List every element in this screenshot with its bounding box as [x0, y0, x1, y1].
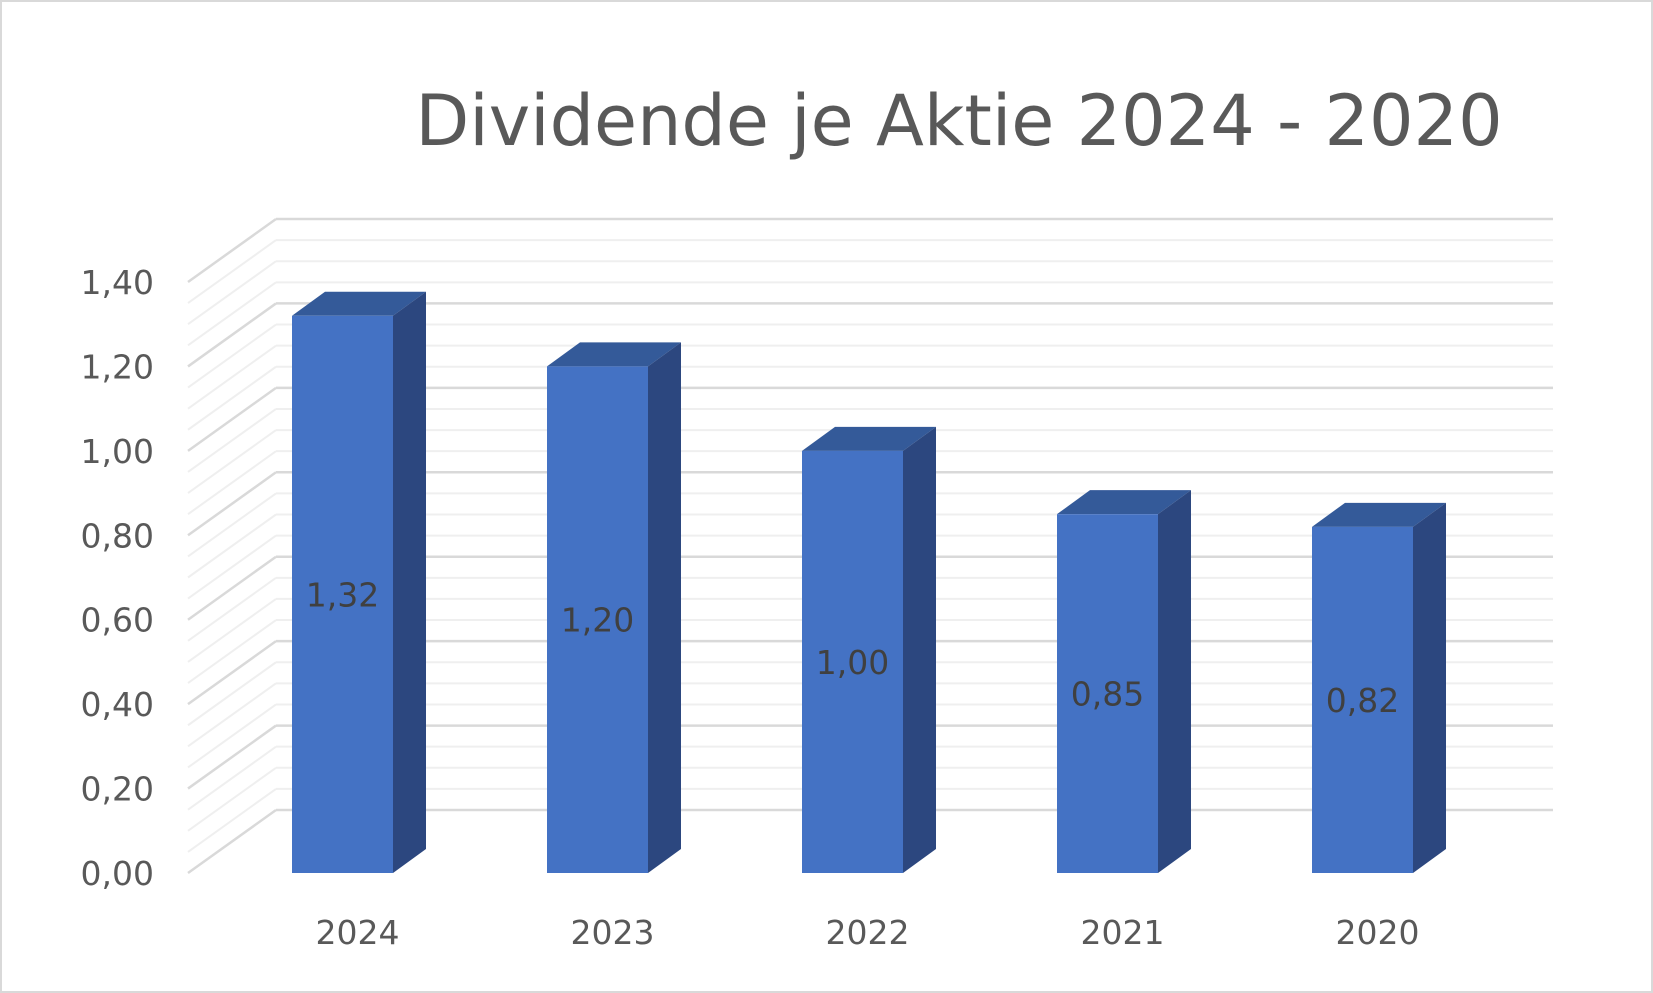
data-label: 0,82 [1326, 681, 1399, 720]
major-gridline-side [187, 808, 277, 875]
y-tick-label: 1,40 [81, 263, 154, 302]
minor-gridline-side [187, 281, 277, 347]
bar-front-face [802, 450, 903, 873]
bar-front-face [292, 315, 393, 873]
minor-gridline-side [187, 513, 277, 579]
major-gridline-side [187, 724, 277, 790]
bars-group [292, 291, 1446, 873]
bar-side-face [903, 426, 936, 873]
y-tick-label: 1,20 [81, 347, 154, 386]
x-tick-label: 2020 [1336, 913, 1420, 952]
bar-2024 [292, 291, 426, 873]
minor-gridline-side [187, 492, 277, 558]
minor-gridline-side [187, 450, 277, 515]
minor-gridline-side [187, 323, 277, 389]
data-label: 0,85 [1071, 675, 1144, 714]
bar-2023 [547, 342, 681, 873]
bar-top-face [1312, 502, 1446, 527]
minor-gridline-side [187, 788, 277, 853]
bar-side-face [1413, 502, 1446, 873]
data-label: 1,32 [306, 575, 379, 614]
data-label: 1,20 [561, 601, 634, 640]
bar-front-face [547, 366, 648, 873]
bar-side-face [648, 342, 681, 873]
bar-side-face [1158, 490, 1191, 873]
bar-side-face [393, 291, 426, 873]
x-tick-label: 2024 [316, 913, 400, 952]
minor-gridline-side [187, 239, 277, 304]
bar-2022 [802, 426, 936, 873]
chart-title: Dividende je Aktie 2024 - 2020 [415, 80, 1502, 162]
y-tick-label: 0,60 [81, 601, 154, 640]
x-tick-label: 2022 [826, 913, 910, 952]
major-gridline-side [187, 386, 277, 452]
major-gridline-side [187, 555, 277, 621]
minor-gridline-side [187, 598, 277, 663]
minor-gridline-side [187, 534, 277, 600]
x-tick-label: 2021 [1081, 913, 1165, 952]
minor-gridline-side [187, 577, 277, 642]
side-wall-grid [187, 217, 277, 875]
major-gridline-side [187, 640, 277, 706]
minor-gridline-side [187, 429, 277, 494]
bar-2021 [1057, 490, 1191, 873]
minor-gridline-side [187, 619, 277, 684]
major-gridline-side [187, 302, 277, 368]
minor-gridline-side [187, 682, 277, 748]
y-tick-label: 0,00 [81, 854, 154, 893]
minor-gridline-side [187, 766, 277, 832]
minor-gridline-side [187, 703, 277, 769]
bar-front-face [1057, 514, 1158, 873]
x-tick-label: 2023 [571, 913, 655, 952]
bar-top-face [802, 426, 936, 451]
y-tick-label: 1,00 [81, 432, 154, 471]
minor-gridline-side [187, 661, 277, 727]
bar-top-face [1057, 490, 1191, 515]
data-label: 1,00 [816, 643, 889, 682]
bar-top-face [292, 291, 426, 316]
y-tick-label: 0,40 [81, 685, 154, 724]
minor-gridline-side [187, 344, 277, 410]
minor-gridline-side [187, 260, 277, 326]
minor-gridline-side [187, 365, 277, 431]
bar-2020 [1312, 502, 1446, 873]
minor-gridline-side [187, 408, 277, 473]
major-gridline-side [187, 217, 277, 284]
labels-group: 0,00 0,20 0,40 0,60 0,80 1,00 1,20 1,40 1,32 2024… [81, 263, 1420, 952]
bar-front-face [1312, 526, 1413, 873]
minor-gridline-side [187, 745, 277, 811]
major-gridline-side [187, 471, 277, 537]
y-tick-label: 0,80 [81, 516, 154, 555]
bar-top-face [547, 342, 681, 367]
y-tick-label: 0,20 [81, 770, 154, 809]
